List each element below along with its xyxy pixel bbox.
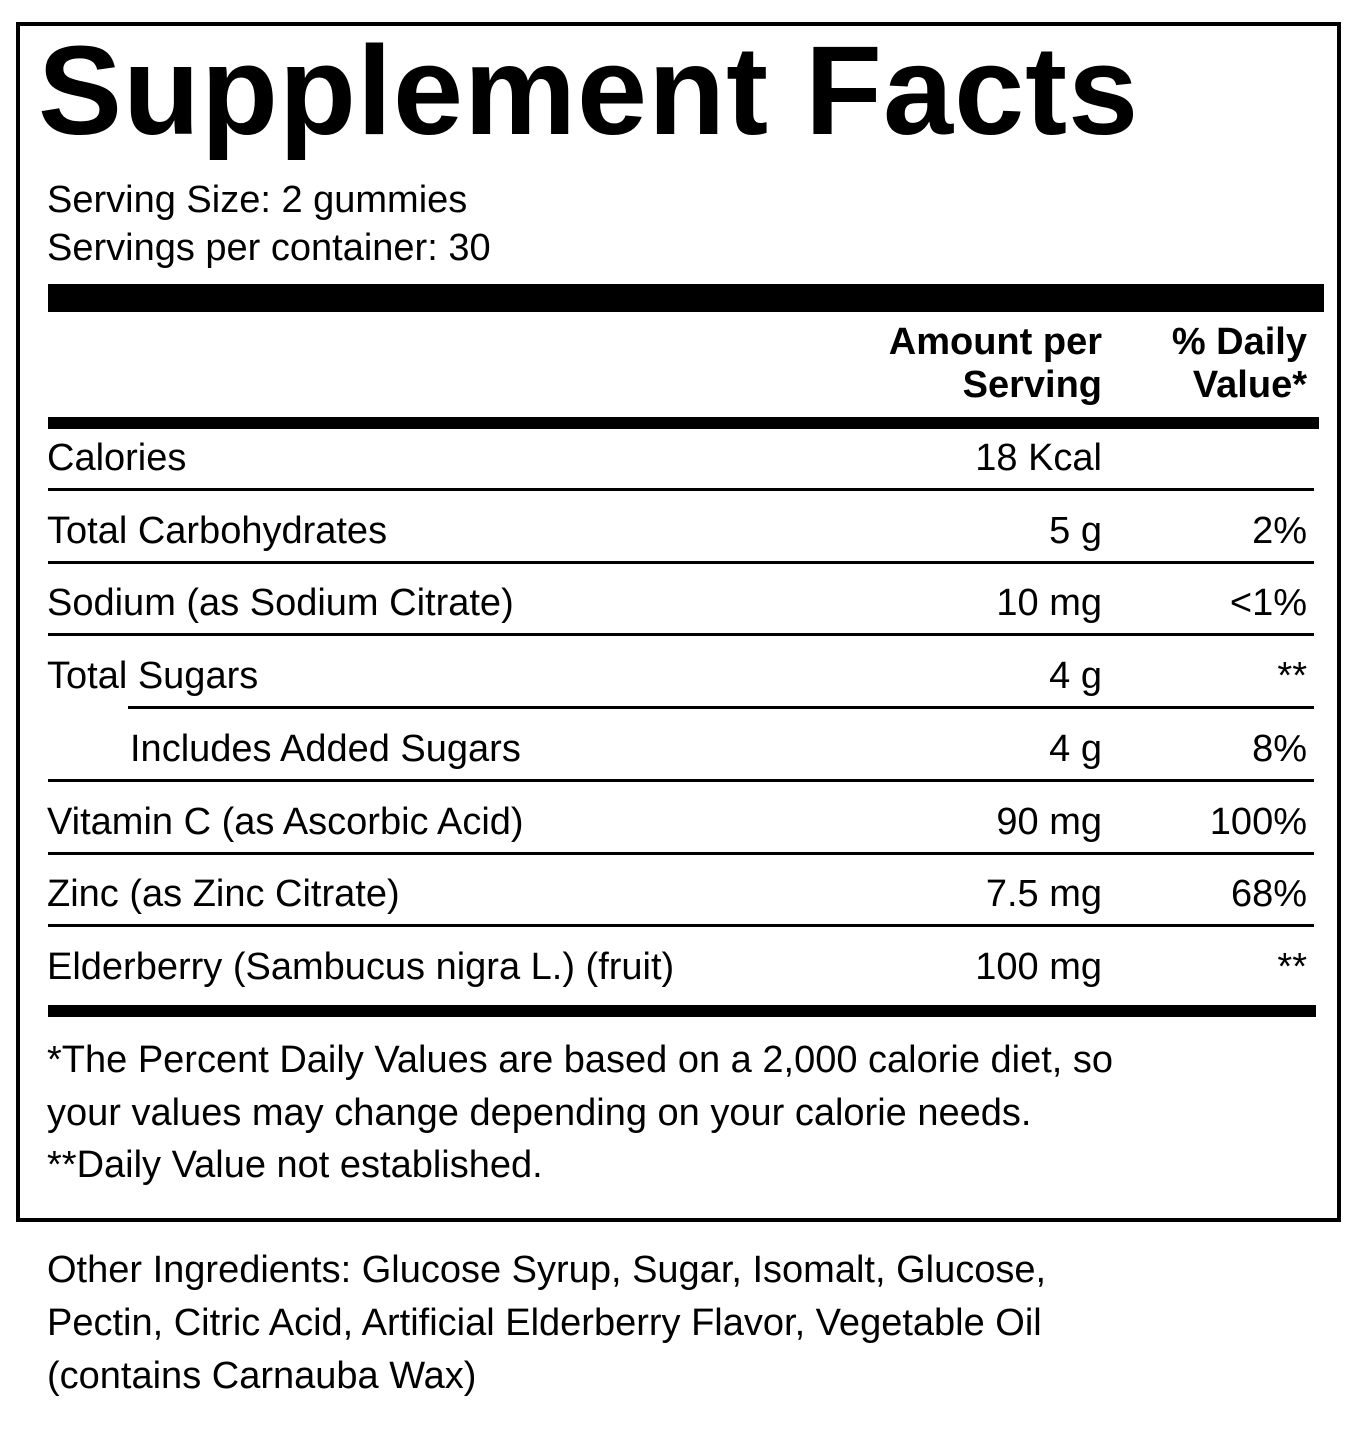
amount: 100 mg xyxy=(975,945,1102,988)
amount: 4 g xyxy=(1049,655,1102,698)
header-bar xyxy=(48,417,1319,429)
ingredients-line: Other Ingredients: Glucose Syrup, Sugar,… xyxy=(47,1249,1047,1291)
title: Supplement Facts xyxy=(38,20,1140,161)
daily-value: <1% xyxy=(1229,582,1307,625)
amount: 10 mg xyxy=(996,582,1102,625)
amount: 4 g xyxy=(1049,727,1102,770)
nutrient-name: Total Sugars xyxy=(47,655,259,698)
amount: 7.5 mg xyxy=(985,873,1102,916)
daily-value: 100% xyxy=(1209,800,1307,843)
daily-value: 2% xyxy=(1252,509,1307,552)
footnote: your values may change depending on your… xyxy=(47,1091,1032,1134)
row-divider xyxy=(128,706,1314,710)
row-divider xyxy=(48,633,1314,637)
daily-value: 68% xyxy=(1230,873,1307,916)
row-divider xyxy=(48,778,1314,782)
serving-size: Serving Size: 2 gummies xyxy=(47,179,468,221)
nutrient-name: Zinc (as Zinc Citrate) xyxy=(47,873,400,916)
row-divider xyxy=(48,488,1314,491)
row-divider xyxy=(48,924,1314,928)
amount-header: Amount per xyxy=(888,321,1102,363)
footnote: **Daily Value not established. xyxy=(47,1144,543,1186)
footnote: *The Percent Daily Values are based on a… xyxy=(47,1039,1114,1081)
amount: 5 g xyxy=(1049,509,1102,552)
daily-value: ** xyxy=(1277,655,1307,698)
amount: 90 mg xyxy=(996,800,1102,843)
daily-value: ** xyxy=(1277,945,1307,988)
daily-value: 8% xyxy=(1252,727,1307,770)
dv-header: Value* xyxy=(1192,364,1307,406)
ingredients-line: (contains Carnauba Wax) xyxy=(47,1355,477,1397)
amount-header: Serving xyxy=(962,364,1102,406)
nutrient-name: Vitamin C (as Ascorbic Acid) xyxy=(47,800,524,843)
servings-per-container: Servings per container: 30 xyxy=(47,227,491,269)
nutrient-name: Sodium (as Sodium Citrate) xyxy=(47,582,514,625)
dv-header: % Daily xyxy=(1171,321,1307,363)
thick-bar xyxy=(48,284,1324,312)
row-divider xyxy=(48,560,1314,564)
label-border xyxy=(16,22,1341,1222)
ingredients-line: Pectin, Citric Acid, Artificial Elderber… xyxy=(47,1302,1042,1344)
nutrient-name: Calories xyxy=(47,437,187,479)
nutrient-name: Includes Added Sugars xyxy=(130,727,521,770)
nutrient-name: Total Carbohydrates xyxy=(47,509,388,552)
bottom-bar xyxy=(48,1005,1316,1017)
nutrient-name: Elderberry (Sambucus nigra L.) (fruit) xyxy=(47,945,675,988)
row-divider xyxy=(48,851,1314,855)
amount: 18 Kcal xyxy=(975,437,1102,479)
